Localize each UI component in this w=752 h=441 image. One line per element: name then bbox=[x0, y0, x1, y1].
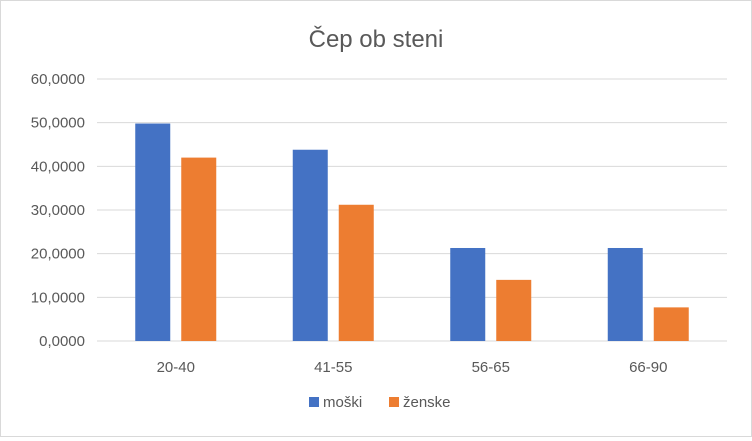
bars bbox=[135, 123, 689, 341]
x-tick-label: 41-55 bbox=[314, 359, 352, 376]
y-tick-label: 40,0000 bbox=[31, 158, 85, 175]
bar-series-1-66-90 bbox=[607, 247, 643, 341]
bar-series-1-41-55 bbox=[292, 149, 328, 341]
y-tick-label: 10,0000 bbox=[31, 289, 85, 306]
legend-swatch bbox=[389, 397, 399, 407]
x-tick-label: 20-40 bbox=[157, 359, 195, 376]
bar-series-2-20-40 bbox=[181, 157, 217, 341]
bar-series-2-66-90 bbox=[653, 307, 689, 341]
y-tick-label: 0,0000 bbox=[39, 333, 85, 350]
x-tick-label: 56-65 bbox=[472, 359, 510, 376]
bar-series-2-56-65 bbox=[496, 279, 532, 341]
legend-label: ženske bbox=[403, 394, 451, 411]
chart-title: Čep ob steni bbox=[309, 25, 444, 53]
y-tick-label: 20,0000 bbox=[31, 246, 85, 263]
bar-series-2-41-55 bbox=[338, 204, 374, 341]
y-tick-label: 60,0000 bbox=[31, 71, 85, 88]
y-tick-label: 50,0000 bbox=[31, 115, 85, 132]
legend: moški ženske bbox=[309, 394, 451, 411]
x-tick-label: 66-90 bbox=[629, 359, 667, 376]
bar-series-1-56-65 bbox=[450, 247, 486, 341]
y-axis-tick-labels: 0,0000 10,0000 20,0000 30,0000 40,0000 50,000… bbox=[31, 71, 85, 350]
legend-swatch bbox=[309, 397, 319, 407]
bar-series-1-20-40 bbox=[135, 123, 171, 341]
y-tick-label: 30,0000 bbox=[31, 202, 85, 219]
legend-label: moški bbox=[323, 394, 362, 411]
x-axis-tick-labels: 20-40 41-55 56-65 66-90 bbox=[157, 359, 668, 376]
